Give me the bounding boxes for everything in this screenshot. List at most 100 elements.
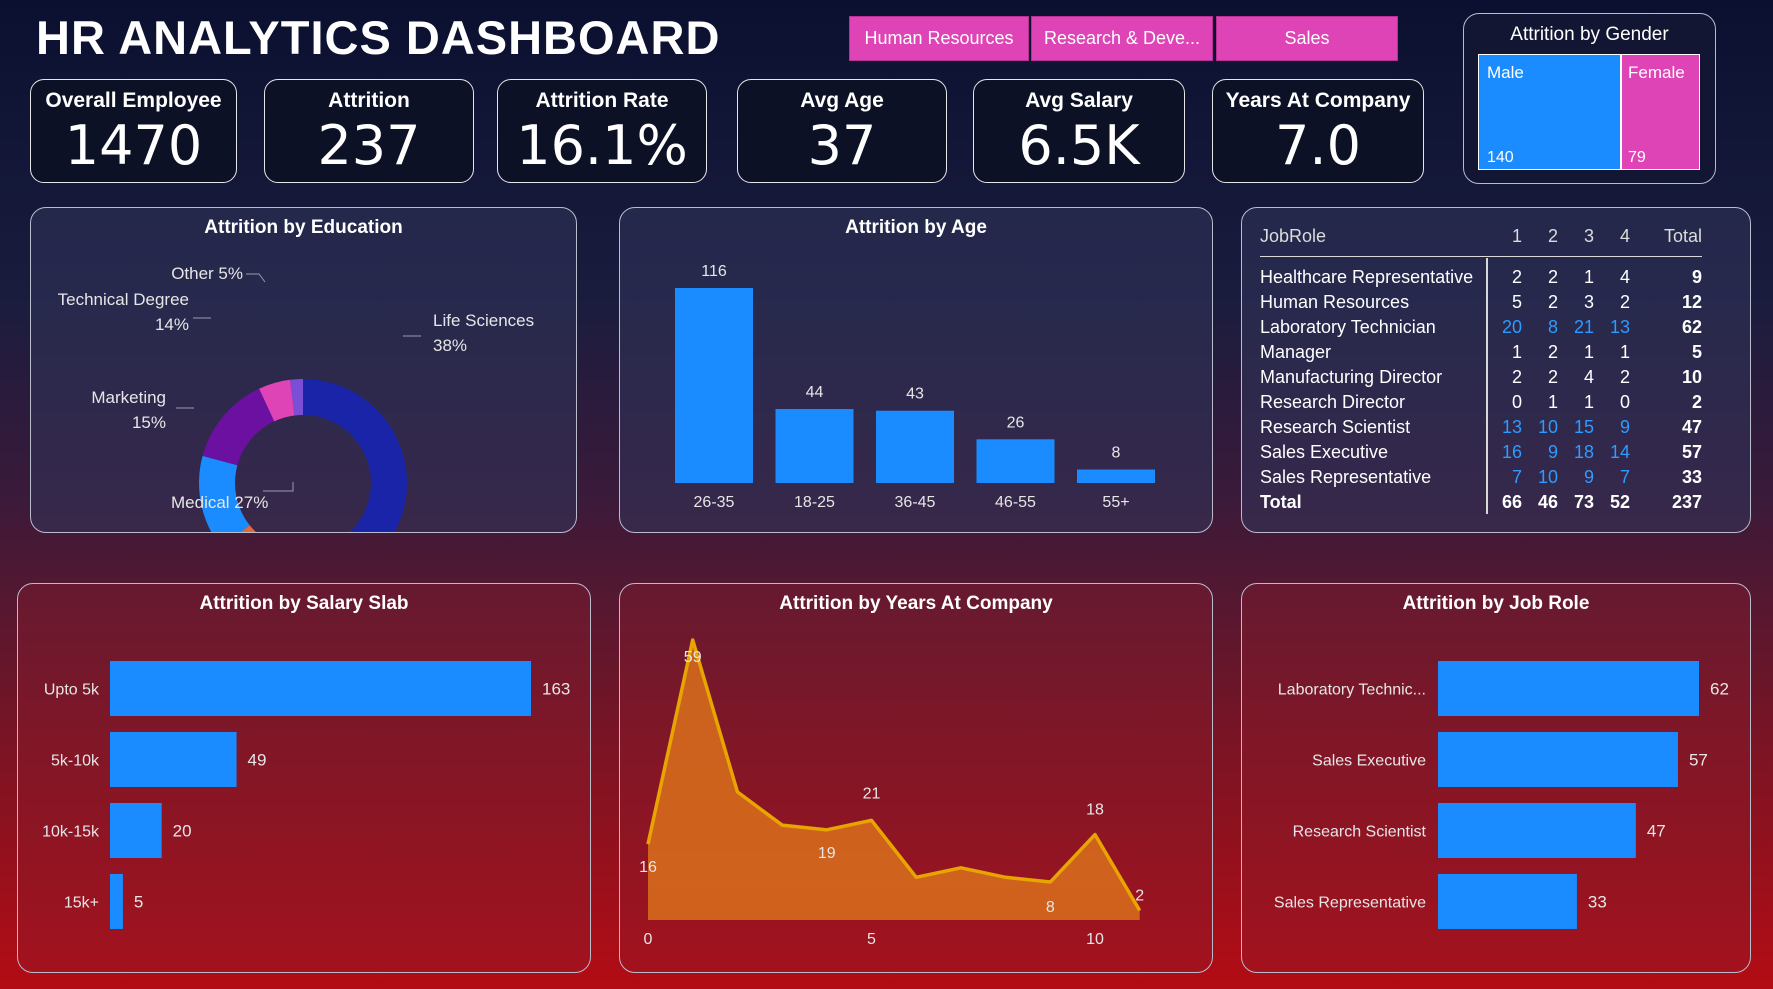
matrix-cell: 21: [1573, 317, 1594, 337]
matrix-row[interactable]: Research Director 0 1 1 0 2: [1260, 390, 1702, 415]
matrix-row-total: 33: [1681, 467, 1702, 487]
donut-label-pct: 38%: [433, 336, 467, 355]
age-tick-label: 26-35: [694, 494, 735, 511]
matrix-cell: 2: [1619, 292, 1630, 312]
salary-bar[interactable]: [110, 732, 237, 787]
matrix-row[interactable]: Sales Executive 16 9 18 14 57: [1260, 440, 1702, 465]
matrix-row-total: 5: [1691, 342, 1702, 362]
kpi-value: 237: [317, 114, 421, 177]
jobrole-bar[interactable]: [1438, 732, 1678, 787]
jobrole-bar-title: Attrition by Job Role: [1402, 593, 1590, 614]
age-bar[interactable]: [1077, 469, 1155, 483]
matrix-row-label: Sales Representative: [1260, 467, 1432, 487]
gender-female-block[interactable]: Female 79: [1621, 54, 1700, 170]
matrix-row[interactable]: Laboratory Technician 20 8 21 13 62: [1260, 315, 1702, 340]
donut-slice[interactable]: [199, 455, 250, 532]
kpi-avg-age: Avg Age 37: [737, 79, 947, 183]
donut-slice[interactable]: [202, 388, 275, 466]
donut-slice[interactable]: [259, 379, 295, 422]
matrix-row[interactable]: Research Scientist 13 10 15 9 47: [1260, 415, 1702, 440]
matrix-cell: 4: [1583, 367, 1594, 387]
age-bar-value: 44: [806, 384, 824, 401]
donut-slice[interactable]: [290, 379, 303, 416]
jobrole-category-label: Laboratory Technic...: [1278, 682, 1426, 699]
age-tick-label: 18-25: [794, 494, 835, 511]
matrix-row-total: 62: [1681, 317, 1702, 337]
age-bar-value: 43: [906, 386, 924, 403]
matrix-row[interactable]: Manufacturing Director 2 2 4 2 10: [1260, 365, 1702, 390]
salary-bar[interactable]: [110, 661, 531, 716]
years-chart: 16 59 19 21 8 18 2 0 5 10: [639, 638, 1144, 948]
kpi-avg-salary: Avg Salary 6.5K: [973, 79, 1185, 183]
donut-slice[interactable]: [221, 525, 376, 532]
years-panel: Attrition by Years At Company 16 59 19 21 8 1…: [619, 583, 1213, 973]
matrix-row-label: Laboratory Technician: [1260, 317, 1436, 337]
salary-category-label: 5k-10k: [51, 753, 100, 770]
kpi-value: 16.1%: [516, 114, 688, 177]
matrix-cell: 1: [1619, 342, 1630, 362]
donut-label: Marketing: [91, 388, 166, 407]
kpi-overall-employee: Overall Employee 1470: [30, 79, 237, 183]
matrix-row-label: Healthcare Representative: [1260, 267, 1474, 287]
kpi-value: 7.0: [1275, 114, 1361, 177]
matrix-row[interactable]: Sales Representative 7 10 9 7 33: [1260, 465, 1702, 490]
years-point-label: 16: [639, 859, 657, 876]
age-bar[interactable]: [775, 409, 854, 483]
salary-bar-value: 49: [248, 751, 267, 770]
kpi-label: Attrition Rate: [535, 89, 669, 112]
matrix-row-total: 12: [1681, 292, 1702, 312]
matrix-cell: 2: [1547, 342, 1558, 362]
donut-leader: [246, 273, 266, 283]
matrix-cell: 1: [1583, 342, 1594, 362]
jobrole-matrix-panel: JobRole 1 2 3 4 Total Healthcare Represe…: [1241, 207, 1751, 533]
matrix-cell: 9: [1547, 442, 1558, 462]
matrix-cell: 2: [1547, 292, 1558, 312]
matrix-row-total: 57: [1681, 442, 1702, 462]
matrix-row[interactable]: Manager 1 2 1 1 5: [1260, 340, 1702, 365]
jobrole-matrix: JobRole 1 2 3 4 Total Healthcare Represe…: [1260, 216, 1702, 515]
matrix-cell: 3: [1583, 292, 1594, 312]
gender-male-block[interactable]: Male 140: [1478, 54, 1621, 170]
slicer-human-resources[interactable]: Human Resources: [849, 16, 1029, 61]
matrix-cell: 13: [1501, 417, 1522, 437]
age-panel: Attrition by Age 116 26-35 44 18-25 43 36-45 2…: [619, 207, 1213, 533]
matrix-header-jobrole: JobRole: [1260, 225, 1327, 246]
matrix-row[interactable]: Healthcare Representative 2 2 1 4 9: [1260, 257, 1702, 291]
age-title: Attrition by Age: [845, 217, 987, 238]
slicer-sales[interactable]: Sales: [1216, 16, 1398, 61]
jobrole-bar-value: 47: [1647, 822, 1666, 841]
matrix-cell: 18: [1573, 442, 1594, 462]
slicer-research-development[interactable]: Research & Deve...: [1031, 16, 1213, 61]
matrix-total-cell: 52: [1609, 492, 1630, 512]
jobrole-bar[interactable]: [1438, 661, 1699, 716]
salary-bar-value: 5: [134, 893, 143, 912]
matrix-cell: 2: [1547, 267, 1558, 287]
donut-label: Other 5%: [171, 264, 243, 283]
years-tick-label: 10: [1086, 931, 1104, 948]
years-line[interactable]: [646, 638, 1142, 912]
jobrole-category-label: Sales Representative: [1274, 895, 1426, 912]
kpi-attrition: Attrition 237: [264, 79, 474, 183]
donut-slice[interactable]: [303, 379, 407, 532]
years-point-label: 8: [1046, 899, 1055, 916]
jobrole-bar-value: 33: [1588, 893, 1607, 912]
jobrole-bar[interactable]: [1438, 803, 1636, 858]
matrix-row-label: Sales Executive: [1260, 442, 1389, 462]
salary-bar[interactable]: [110, 803, 162, 858]
age-bar[interactable]: [976, 439, 1055, 483]
age-bar[interactable]: [876, 410, 954, 483]
years-point-label: 21: [863, 785, 881, 802]
jobrole-category-label: Research Scientist: [1293, 824, 1427, 841]
donut-leader: [263, 482, 294, 492]
matrix-row[interactable]: Human Resources 5 2 3 2 12: [1260, 290, 1702, 315]
matrix-cell: 4: [1619, 267, 1630, 287]
donut-label-pct: 14%: [155, 315, 189, 334]
matrix-total-cell: 46: [1537, 492, 1558, 512]
matrix-row-total: 2: [1691, 392, 1702, 412]
gender-panel: Attrition by Gender Male 140 Female 79: [1463, 13, 1716, 184]
jobrole-bar[interactable]: [1438, 874, 1577, 929]
donut-label: Medical 27%: [171, 493, 268, 512]
salary-bar[interactable]: [110, 874, 123, 929]
age-bar[interactable]: [675, 288, 753, 483]
jobrole-category-label: Sales Executive: [1312, 753, 1426, 770]
